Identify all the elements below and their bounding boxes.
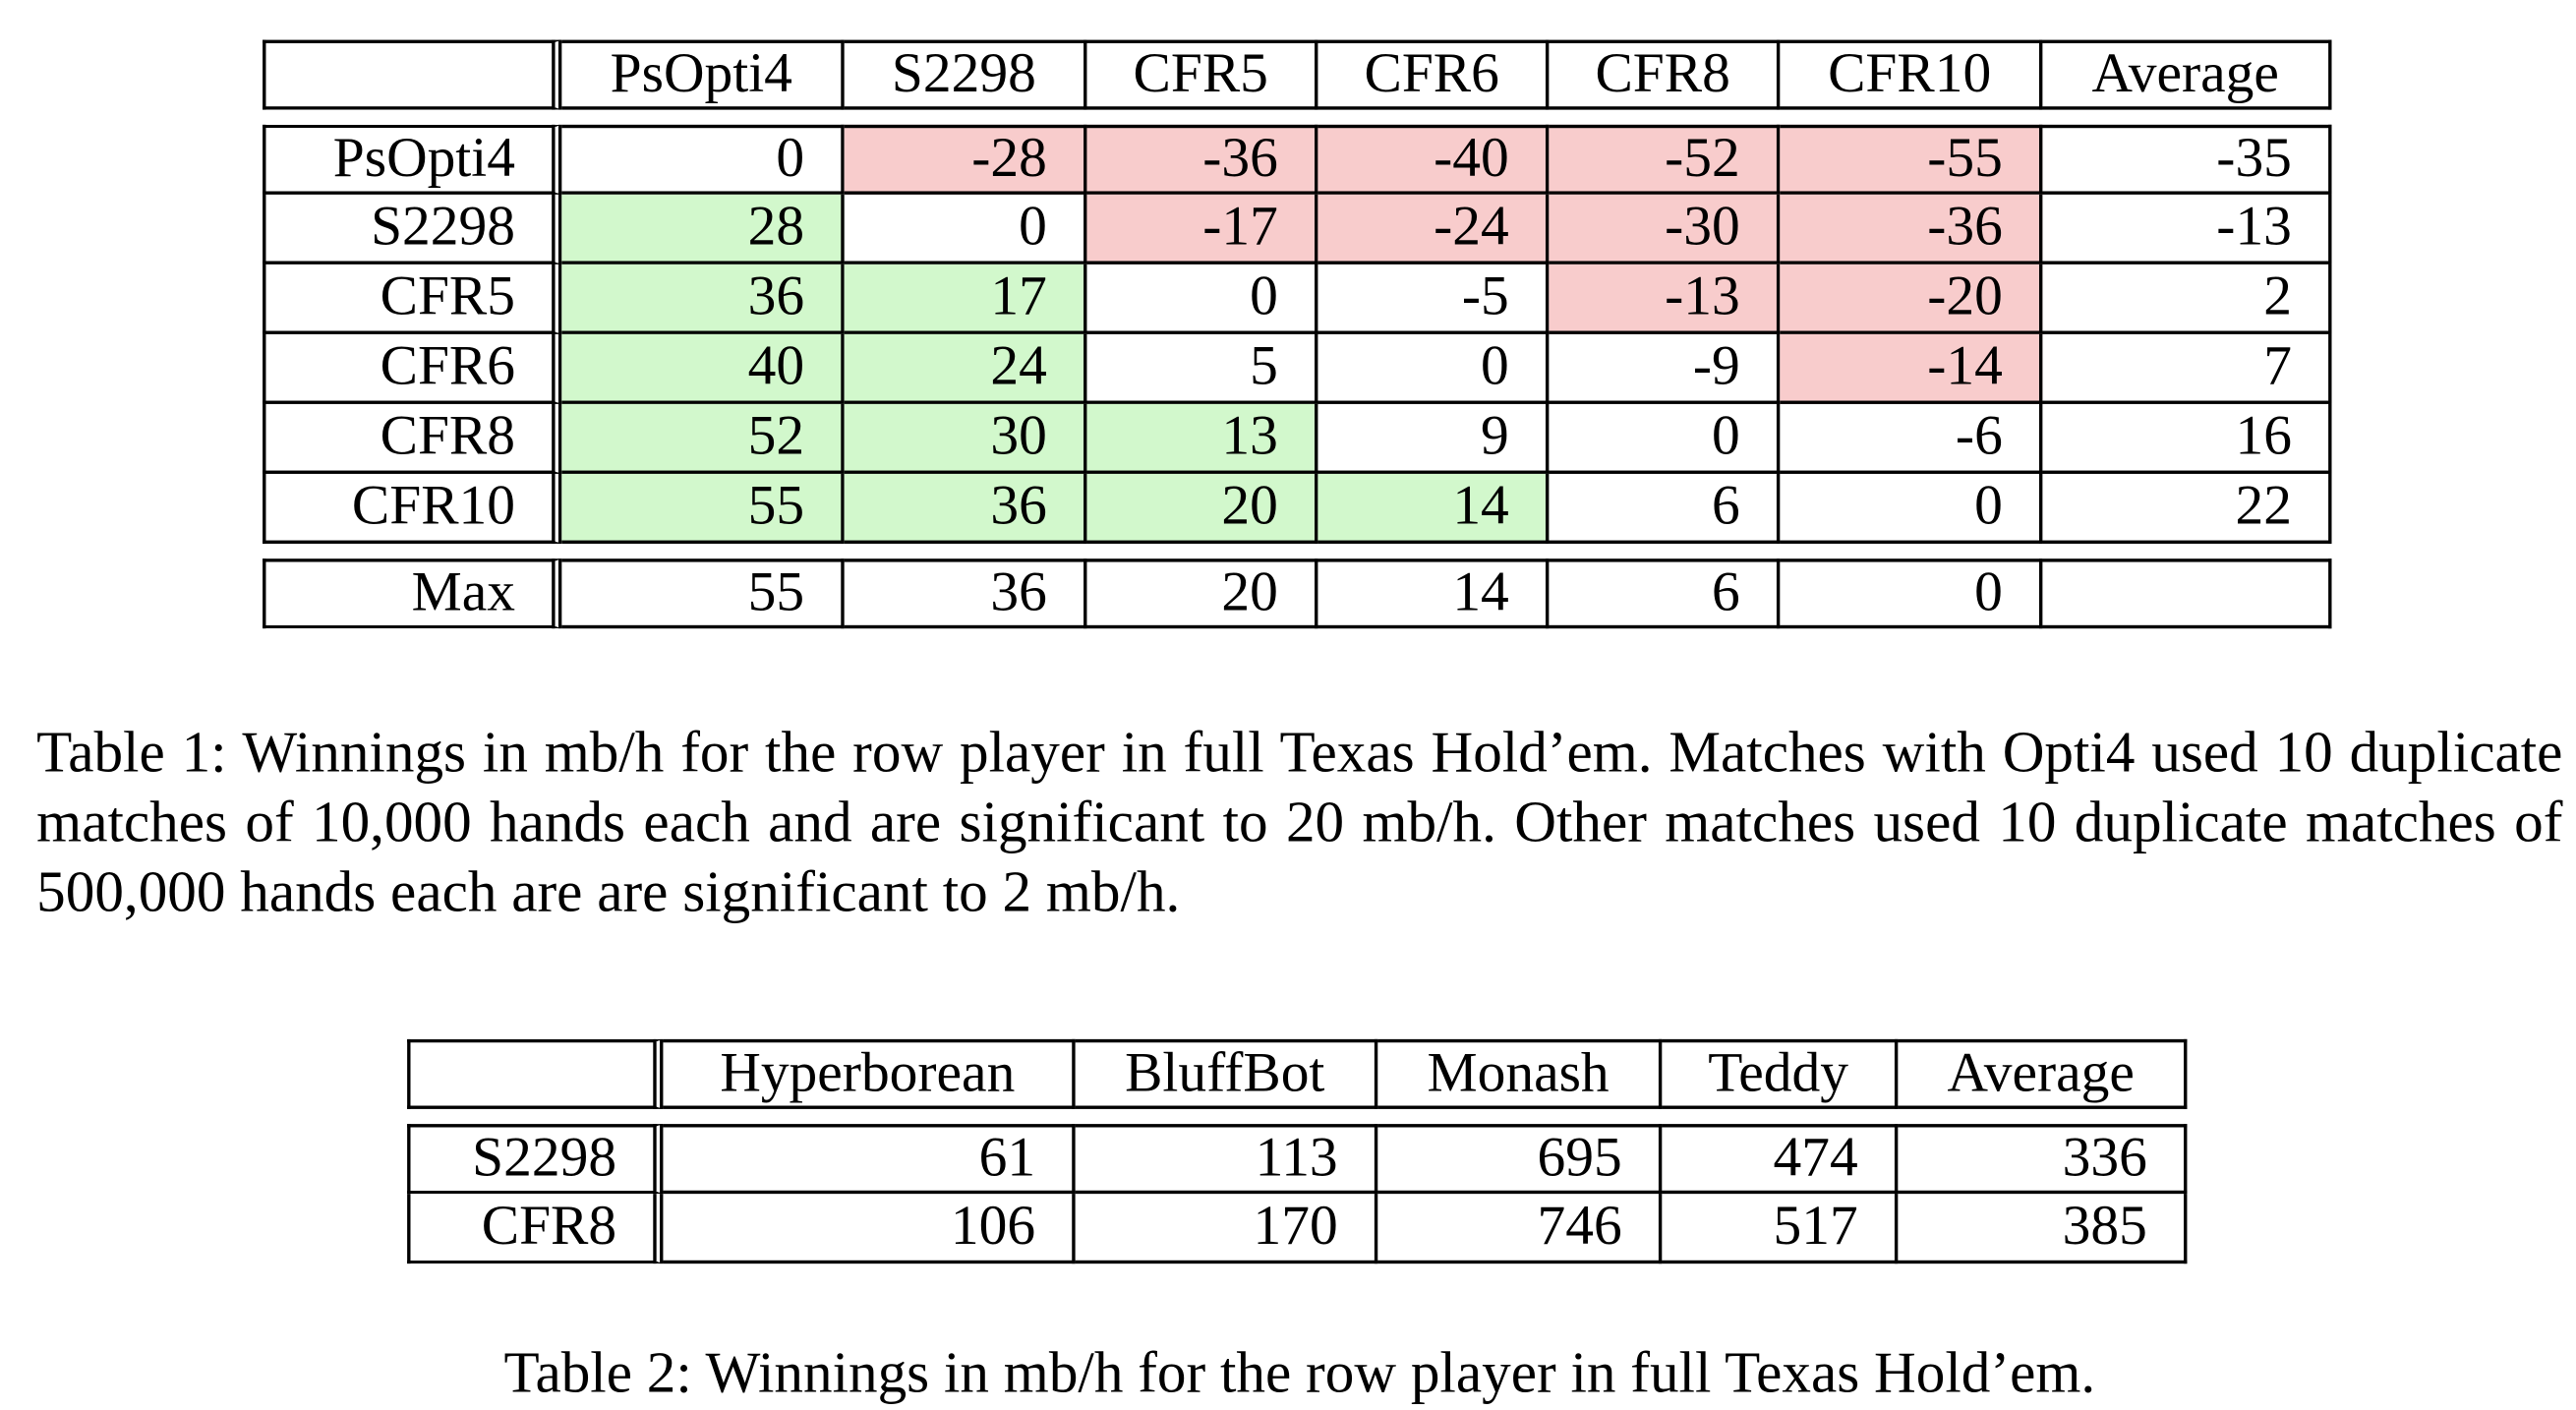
table-row: PsOpti4 0 -28 -36 -40 -52 -55 -35: [263, 124, 2332, 195]
table-cell: 14: [1317, 473, 1550, 544]
table-cell: 30: [844, 403, 1087, 474]
table-cell: 517: [1662, 1194, 1899, 1264]
column-header: Monash: [1377, 1038, 1663, 1109]
table-cell: 55: [561, 473, 845, 544]
column-header: PsOpti4: [561, 39, 845, 110]
column-header: CFR6: [1317, 39, 1550, 110]
table-cell: 20: [1086, 558, 1318, 629]
table-cell: 746: [1377, 1194, 1663, 1264]
table-cell: 0: [1780, 473, 2043, 544]
table-row: CFR8 52 30 13 9 0 -6 16: [263, 403, 2332, 474]
table-cell: -40: [1317, 124, 1550, 195]
table-cell: 55: [561, 558, 845, 629]
table-cell: 0: [844, 194, 1087, 264]
row-header: CFR8: [263, 403, 562, 474]
table-cell: 0: [1317, 333, 1550, 404]
table-cell: -9: [1549, 333, 1781, 404]
table-cell: 0: [1086, 264, 1318, 334]
table-cell: 6: [1549, 473, 1781, 544]
table-cell: -17: [1086, 194, 1318, 264]
table-2-header-row: Hyperborean BluffBot Monash Teddy Averag…: [407, 1038, 2188, 1109]
row-header: CFR6: [263, 333, 562, 404]
table-cell: 695: [1377, 1124, 1663, 1195]
table-cell: 113: [1075, 1124, 1378, 1195]
row-header: S2298: [407, 1124, 664, 1195]
table-cell: 28: [561, 194, 845, 264]
table-cell: 36: [844, 558, 1087, 629]
column-header: Average: [1898, 1038, 2188, 1109]
table-cell: 24: [844, 333, 1087, 404]
table-cell: -20: [1780, 264, 2043, 334]
table-cell: 20: [1086, 473, 1318, 544]
table-cell: -13: [2042, 194, 2332, 264]
row-header: S2298: [263, 194, 562, 264]
table-cell: 13: [1086, 403, 1318, 474]
table-2-caption: Table 2: Winnings in mb/h for the row pl…: [503, 1339, 2096, 1405]
column-header: CFR8: [1549, 39, 1781, 110]
table-row: CFR10 55 36 20 14 6 0 22: [263, 473, 2332, 544]
table-1-header-row: PsOpti4 S2298 CFR5 CFR6 CFR8 CFR10 Avera…: [263, 39, 2332, 110]
table-cell: 40: [561, 333, 845, 404]
table-cell: -14: [1780, 333, 2043, 404]
table-cell: -36: [1780, 194, 2043, 264]
table-cell: -28: [844, 124, 1087, 195]
table-2-corner-cell: [407, 1038, 664, 1109]
table-cell: 106: [663, 1194, 1076, 1264]
table-cell: 474: [1662, 1124, 1899, 1195]
max-row: Max 55 36 20 14 6 0: [263, 558, 2332, 629]
table-row: S2298 28 0 -17 -24 -30 -36 -13: [263, 194, 2332, 264]
column-header: CFR5: [1086, 39, 1318, 110]
column-header: BluffBot: [1075, 1038, 1378, 1109]
table-row: CFR5 36 17 0 -5 -13 -20 2: [263, 264, 2332, 334]
table-cell: 170: [1075, 1194, 1378, 1264]
table-cell: 336: [1898, 1124, 2188, 1195]
table-cell: 7: [2042, 333, 2332, 404]
row-header: Max: [263, 558, 562, 629]
table-cell: -13: [1549, 264, 1781, 334]
table-row: S2298 61 113 695 474 336: [407, 1124, 2188, 1195]
column-header: Teddy: [1662, 1038, 1899, 1109]
table-cell: 17: [844, 264, 1087, 334]
table-cell: -30: [1549, 194, 1781, 264]
table-cell: 385: [1898, 1194, 2188, 1264]
row-header: CFR10: [263, 473, 562, 544]
row-header: CFR8: [407, 1194, 664, 1264]
table-cell: 16: [2042, 403, 2332, 474]
column-header: CFR10: [1780, 39, 2043, 110]
table-cell: [2042, 558, 2332, 629]
table-cell: 6: [1549, 558, 1781, 629]
table-row: CFR6 40 24 5 0 -9 -14 7: [263, 333, 2332, 404]
table-cell: -55: [1780, 124, 2043, 195]
column-header: Hyperborean: [663, 1038, 1076, 1109]
table-cell: 61: [663, 1124, 1076, 1195]
table-cell: 5: [1086, 333, 1318, 404]
table-row: CFR8 106 170 746 517 385: [407, 1194, 2188, 1264]
table-cell: 36: [561, 264, 845, 334]
column-header: Average: [2042, 39, 2332, 110]
table-cell: 36: [844, 473, 1087, 544]
row-header: CFR5: [263, 264, 562, 334]
table-cell: 2: [2042, 264, 2332, 334]
table-cell: -24: [1317, 194, 1550, 264]
table-cell: 9: [1317, 403, 1550, 474]
column-header: S2298: [844, 39, 1087, 110]
table-cell: -36: [1086, 124, 1318, 195]
table-cell: 22: [2042, 473, 2332, 544]
table-cell: 0: [561, 124, 845, 195]
table-cell: -6: [1780, 403, 2043, 474]
row-header: PsOpti4: [263, 124, 562, 195]
table-cell: -35: [2042, 124, 2332, 195]
table-cell: 52: [561, 403, 845, 474]
table-cell: -5: [1317, 264, 1550, 334]
table-cell: -52: [1549, 124, 1781, 195]
table-cell: 14: [1317, 558, 1550, 629]
table-1-caption: Table 1: Winnings in mb/h for the row pl…: [36, 720, 2563, 925]
table-2: Hyperborean BluffBot Monash Teddy Averag…: [407, 1038, 2188, 1264]
table-cell: 0: [1549, 403, 1781, 474]
table-1: PsOpti4 S2298 CFR5 CFR6 CFR8 CFR10 Avera…: [263, 39, 2332, 629]
table-cell: 0: [1780, 558, 2043, 629]
table-1-corner-cell: [263, 39, 562, 110]
